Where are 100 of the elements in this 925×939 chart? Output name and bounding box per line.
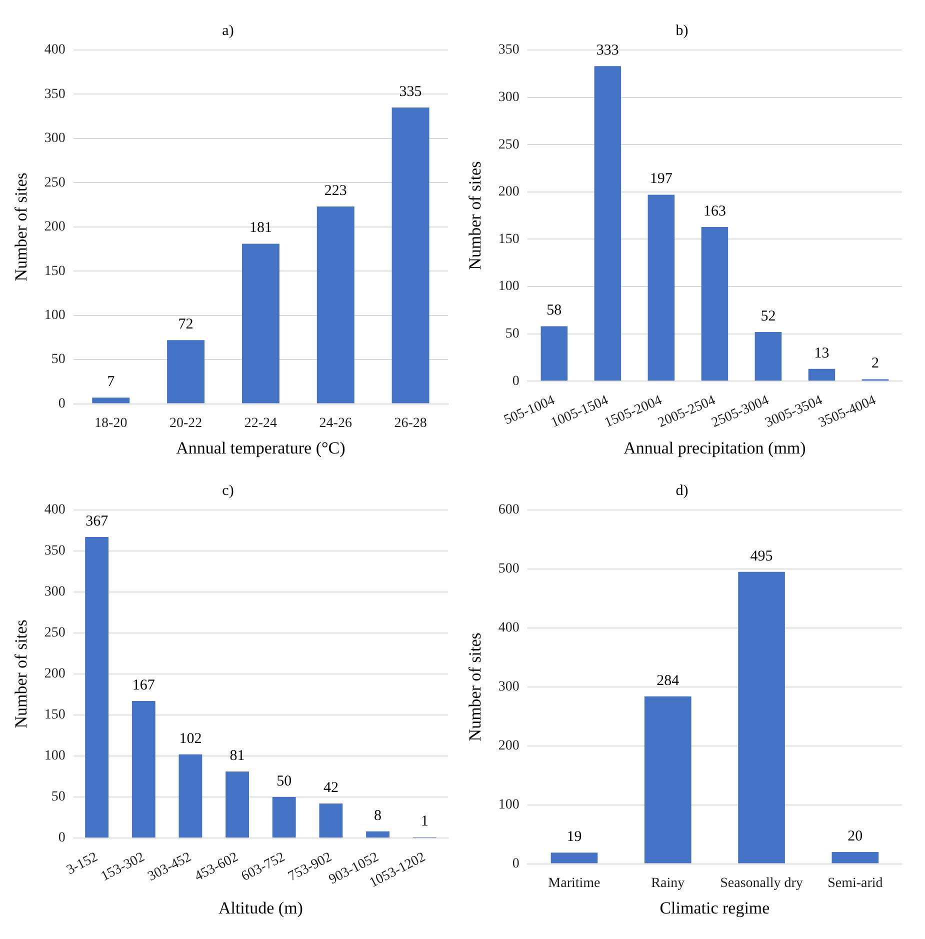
y-tick-label: 250	[498, 137, 520, 152]
y-tick-label: 200	[498, 184, 520, 200]
x-axis-title: Annual temperature (°C)	[176, 438, 346, 458]
data-label: 197	[650, 171, 673, 188]
bar	[132, 701, 156, 838]
bar	[832, 852, 879, 864]
y-tick-label: 100	[44, 308, 66, 324]
y-tick-label: 150	[44, 708, 66, 723]
data-label: 81	[230, 748, 245, 764]
bar	[648, 194, 675, 381]
bar	[167, 340, 205, 404]
data-label: 50	[276, 773, 292, 790]
bar	[85, 537, 109, 838]
data-label: 163	[703, 203, 726, 220]
y-tick-label: 350	[44, 86, 66, 102]
y-tick-label: 150	[498, 232, 520, 247]
data-label: 42	[323, 780, 338, 796]
bar	[808, 368, 836, 381]
bar	[178, 754, 202, 838]
y-tick-label: 100	[44, 748, 66, 764]
bar	[540, 326, 568, 381]
bar	[319, 804, 343, 838]
data-label: 1	[420, 814, 428, 830]
y-tick-label: 300	[498, 680, 520, 695]
y-axis-title: Number of sites	[12, 620, 31, 728]
data-label: 333	[596, 42, 619, 59]
data-label: 19	[566, 829, 582, 846]
y-tick-label: 400	[44, 502, 66, 518]
y-tick-label: 100	[498, 798, 520, 813]
chart-title: c)	[222, 482, 234, 499]
y-tick-label: 250	[44, 175, 66, 190]
x-tick-label: Rainy	[651, 876, 685, 891]
data-label: 223	[324, 182, 347, 199]
x-tick-label: Maritime	[548, 876, 600, 891]
data-label: 13	[814, 345, 830, 362]
y-tick-label: 200	[498, 738, 520, 754]
y-tick-label: 350	[498, 42, 520, 58]
chart-title: a)	[222, 22, 234, 39]
y-tick-label: 100	[498, 279, 520, 294]
y-tick-label: 400	[498, 620, 520, 636]
bar	[242, 244, 280, 404]
y-tick-label: 50	[51, 352, 66, 368]
data-label: 167	[132, 677, 156, 694]
y-tick-label: 500	[498, 562, 520, 577]
x-tick-label: Semi-arid	[828, 876, 883, 891]
y-tick-label: 400	[44, 42, 66, 58]
y-tick-label: 0	[512, 374, 520, 389]
x-axis-title: Annual precipitation (mm)	[624, 438, 806, 458]
bar	[701, 226, 728, 381]
x-tick-label: 3-152	[64, 850, 100, 878]
x-tick-label: 20-22	[169, 416, 202, 431]
bar	[644, 696, 692, 864]
bar	[272, 796, 296, 838]
y-tick-label: 0	[512, 856, 520, 872]
bar	[92, 398, 130, 404]
data-label: 335	[399, 84, 422, 100]
data-label: 495	[750, 548, 773, 564]
x-axis-title: Climatic regime	[660, 898, 770, 918]
x-tick-label: 24-26	[319, 416, 352, 431]
y-tick-label: 200	[44, 220, 66, 235]
bar	[738, 572, 785, 864]
data-label: 367	[86, 513, 109, 530]
bar	[594, 66, 622, 381]
y-tick-label: 300	[498, 90, 520, 105]
bar	[550, 852, 598, 864]
y-tick-label: 0	[58, 396, 66, 412]
y-tick-label: 600	[498, 502, 520, 518]
data-label: 72	[178, 316, 194, 333]
data-label: 58	[546, 302, 562, 319]
y-tick-label: 200	[44, 666, 66, 682]
bar	[392, 107, 430, 404]
y-tick-label: 150	[44, 264, 66, 279]
data-label: 102	[179, 730, 202, 747]
data-label: 2	[871, 356, 879, 372]
bar	[754, 332, 782, 381]
y-axis-title: Number of sites	[466, 632, 485, 742]
y-tick-label: 0	[58, 830, 66, 846]
x-axis-title: Altitude (m)	[218, 898, 303, 918]
data-label: 7	[107, 374, 116, 390]
chart-title: b)	[676, 22, 688, 39]
y-tick-label: 300	[44, 584, 66, 600]
x-tick-label: 26-28	[394, 416, 427, 431]
y-tick-label: 300	[44, 131, 66, 146]
bar	[366, 831, 390, 838]
y-tick-label: 250	[44, 626, 66, 641]
data-label: 284	[656, 672, 680, 689]
x-tick-label: 18-20	[94, 416, 128, 431]
x-tick-label: 22-24	[244, 416, 278, 431]
data-label: 8	[374, 808, 382, 824]
y-tick-label: 350	[44, 544, 66, 559]
data-label: 20	[848, 828, 863, 844]
y-tick-label: 50	[505, 326, 520, 342]
bar	[316, 206, 354, 404]
chart-title: d)	[676, 482, 688, 499]
y-axis-title: Number of sites	[466, 161, 485, 270]
y-axis-title: Number of sites	[12, 172, 31, 282]
y-tick-label: 50	[51, 790, 66, 805]
data-label: 52	[760, 308, 776, 324]
bar	[226, 772, 249, 838]
data-label: 181	[249, 220, 272, 236]
